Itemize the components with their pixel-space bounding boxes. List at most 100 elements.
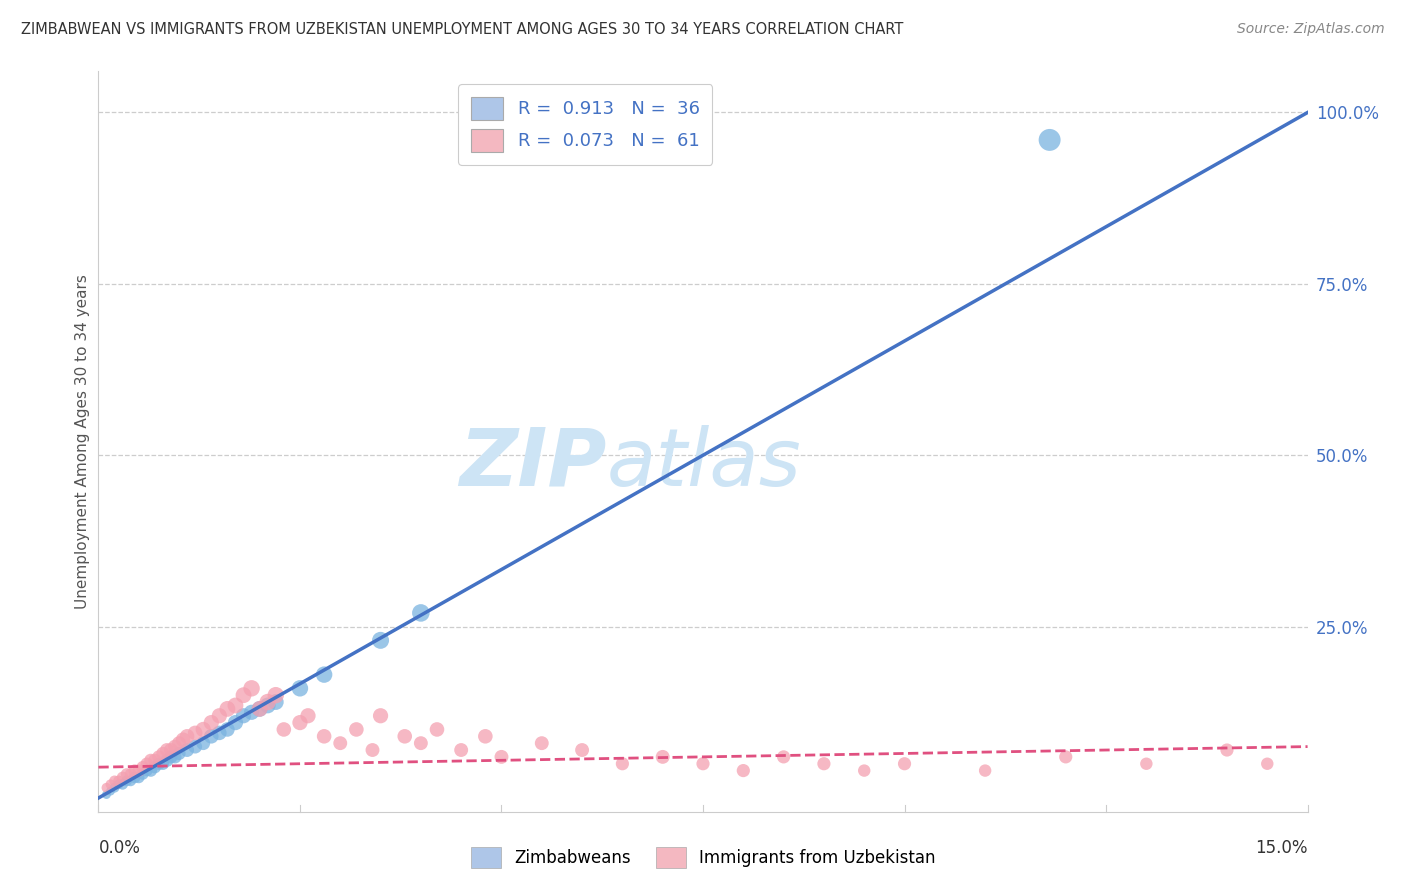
Point: [167, 747, 190, 761]
Point: [256, 698, 278, 713]
Point: [1039, 133, 1062, 147]
Point: [120, 773, 142, 788]
Point: [100, 777, 122, 791]
Point: [152, 756, 174, 771]
Point: [314, 667, 336, 681]
Point: [100, 784, 122, 798]
Point: [370, 633, 392, 648]
Point: [208, 708, 231, 723]
Point: [974, 764, 997, 778]
Text: ZIMBABWEAN VS IMMIGRANTS FROM UZBEKISTAN UNEMPLOYMENT AMONG AGES 30 TO 34 YEARS : ZIMBABWEAN VS IMMIGRANTS FROM UZBEKISTAN…: [21, 22, 904, 37]
Legend: Zimbabweans, Immigrants from Uzbekistan: Zimbabweans, Immigrants from Uzbekistan: [464, 840, 942, 875]
Point: [172, 732, 194, 747]
Point: [409, 736, 432, 750]
Point: [264, 695, 287, 709]
Point: [160, 750, 183, 764]
Point: [96, 780, 118, 795]
Point: [474, 729, 496, 743]
Point: [120, 767, 142, 781]
Point: [184, 739, 207, 754]
Point: [111, 777, 134, 791]
Legend: R =  0.913   N =  36, R =  0.073   N =  61: R = 0.913 N = 36, R = 0.073 N = 61: [458, 84, 713, 165]
Point: [193, 736, 215, 750]
Point: [115, 767, 138, 781]
Point: [288, 715, 311, 730]
Point: [107, 773, 129, 788]
Point: [184, 726, 207, 740]
Point: [813, 756, 835, 771]
Point: [1216, 743, 1239, 757]
Point: [409, 606, 432, 620]
Point: [314, 729, 336, 743]
Point: [361, 743, 384, 757]
Point: [193, 723, 215, 737]
Point: [249, 702, 271, 716]
Point: [167, 736, 190, 750]
Point: [208, 726, 231, 740]
Point: [571, 743, 593, 757]
Point: [156, 753, 179, 767]
Point: [240, 706, 263, 720]
Point: [128, 771, 150, 785]
Point: [772, 750, 794, 764]
Point: [240, 681, 263, 696]
Point: [156, 743, 179, 757]
Point: [139, 753, 162, 767]
Point: [249, 702, 271, 716]
Point: [232, 708, 254, 723]
Point: [200, 729, 222, 743]
Point: [124, 771, 146, 785]
Y-axis label: Unemployment Among Ages 30 to 34 years: Unemployment Among Ages 30 to 34 years: [75, 274, 90, 609]
Text: 15.0%: 15.0%: [1256, 839, 1308, 857]
Point: [297, 708, 319, 723]
Point: [491, 750, 513, 764]
Point: [288, 681, 311, 696]
Point: [217, 702, 239, 716]
Point: [273, 723, 295, 737]
Point: [612, 756, 634, 771]
Point: [103, 780, 125, 795]
Point: [344, 723, 367, 737]
Point: [370, 708, 392, 723]
Text: Source: ZipAtlas.com: Source: ZipAtlas.com: [1237, 22, 1385, 37]
Text: atlas: atlas: [606, 425, 801, 503]
Point: [163, 739, 186, 754]
Point: [103, 773, 125, 788]
Point: [426, 723, 449, 737]
Point: [733, 764, 755, 778]
Point: [530, 736, 553, 750]
Point: [132, 767, 155, 781]
Point: [1054, 750, 1077, 764]
Point: [163, 750, 186, 764]
Point: [107, 777, 129, 791]
Point: [139, 764, 162, 778]
Point: [148, 756, 170, 771]
Point: [651, 750, 673, 764]
Text: 0.0%: 0.0%: [98, 839, 141, 857]
Point: [224, 698, 246, 713]
Point: [152, 747, 174, 761]
Point: [96, 788, 118, 802]
Point: [143, 760, 166, 774]
Point: [394, 729, 416, 743]
Point: [160, 743, 183, 757]
Point: [1256, 756, 1278, 771]
Point: [893, 756, 915, 771]
Point: [143, 753, 166, 767]
Point: [176, 743, 198, 757]
Point: [692, 756, 714, 771]
Text: ZIP: ZIP: [458, 425, 606, 503]
Point: [232, 688, 254, 702]
Point: [1135, 756, 1157, 771]
Point: [124, 764, 146, 778]
Point: [256, 695, 278, 709]
Point: [450, 743, 472, 757]
Point: [200, 715, 222, 730]
Point: [329, 736, 352, 750]
Point: [148, 750, 170, 764]
Point: [217, 723, 239, 737]
Point: [128, 764, 150, 778]
Point: [853, 764, 876, 778]
Point: [115, 773, 138, 788]
Point: [135, 756, 157, 771]
